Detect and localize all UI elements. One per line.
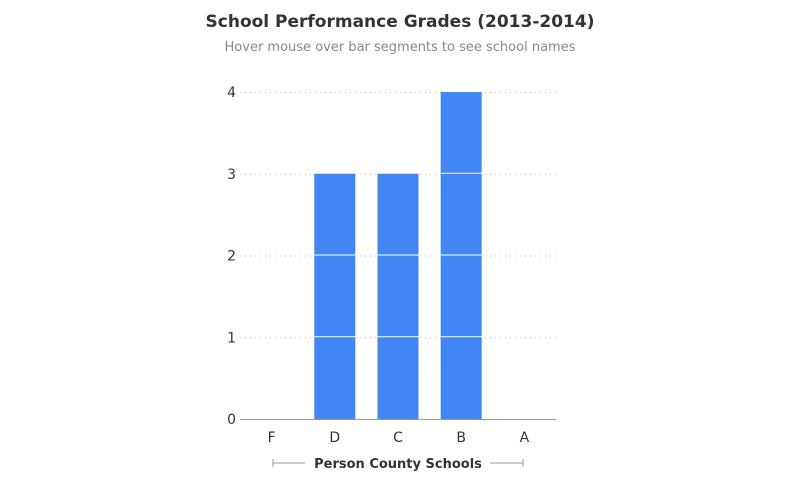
bar-segment-C[interactable] <box>377 337 419 419</box>
bar-segment-D[interactable] <box>314 173 356 255</box>
bar-segment-C[interactable] <box>377 173 419 255</box>
x-tick-label: B <box>456 430 466 446</box>
bar-segment-D[interactable] <box>314 255 356 337</box>
y-tick-label: 2 <box>227 249 236 265</box>
bar-segment-D[interactable] <box>314 337 356 419</box>
y-tick-label: 4 <box>227 85 236 101</box>
y-tick-label: 0 <box>227 412 236 428</box>
chart-title: School Performance Grades (2013-2014) <box>206 12 595 32</box>
bar-segment-B[interactable] <box>440 255 482 337</box>
x-axis-label: Person County Schools <box>314 457 482 472</box>
bar-segment-B[interactable] <box>440 337 482 419</box>
chart-subtitle: Hover mouse over bar segments to see sch… <box>225 40 576 55</box>
bar-segment-B[interactable] <box>440 92 482 173</box>
x-tick-label: C <box>393 430 403 446</box>
x-tick-label: F <box>268 430 276 446</box>
bar-segment-C[interactable] <box>377 255 419 337</box>
y-tick-label: 3 <box>227 167 236 183</box>
x-tick-label: D <box>329 430 340 446</box>
x-tick-label: A <box>520 430 530 446</box>
bar-segment-B[interactable] <box>440 173 482 255</box>
y-tick-label: 1 <box>227 330 236 346</box>
